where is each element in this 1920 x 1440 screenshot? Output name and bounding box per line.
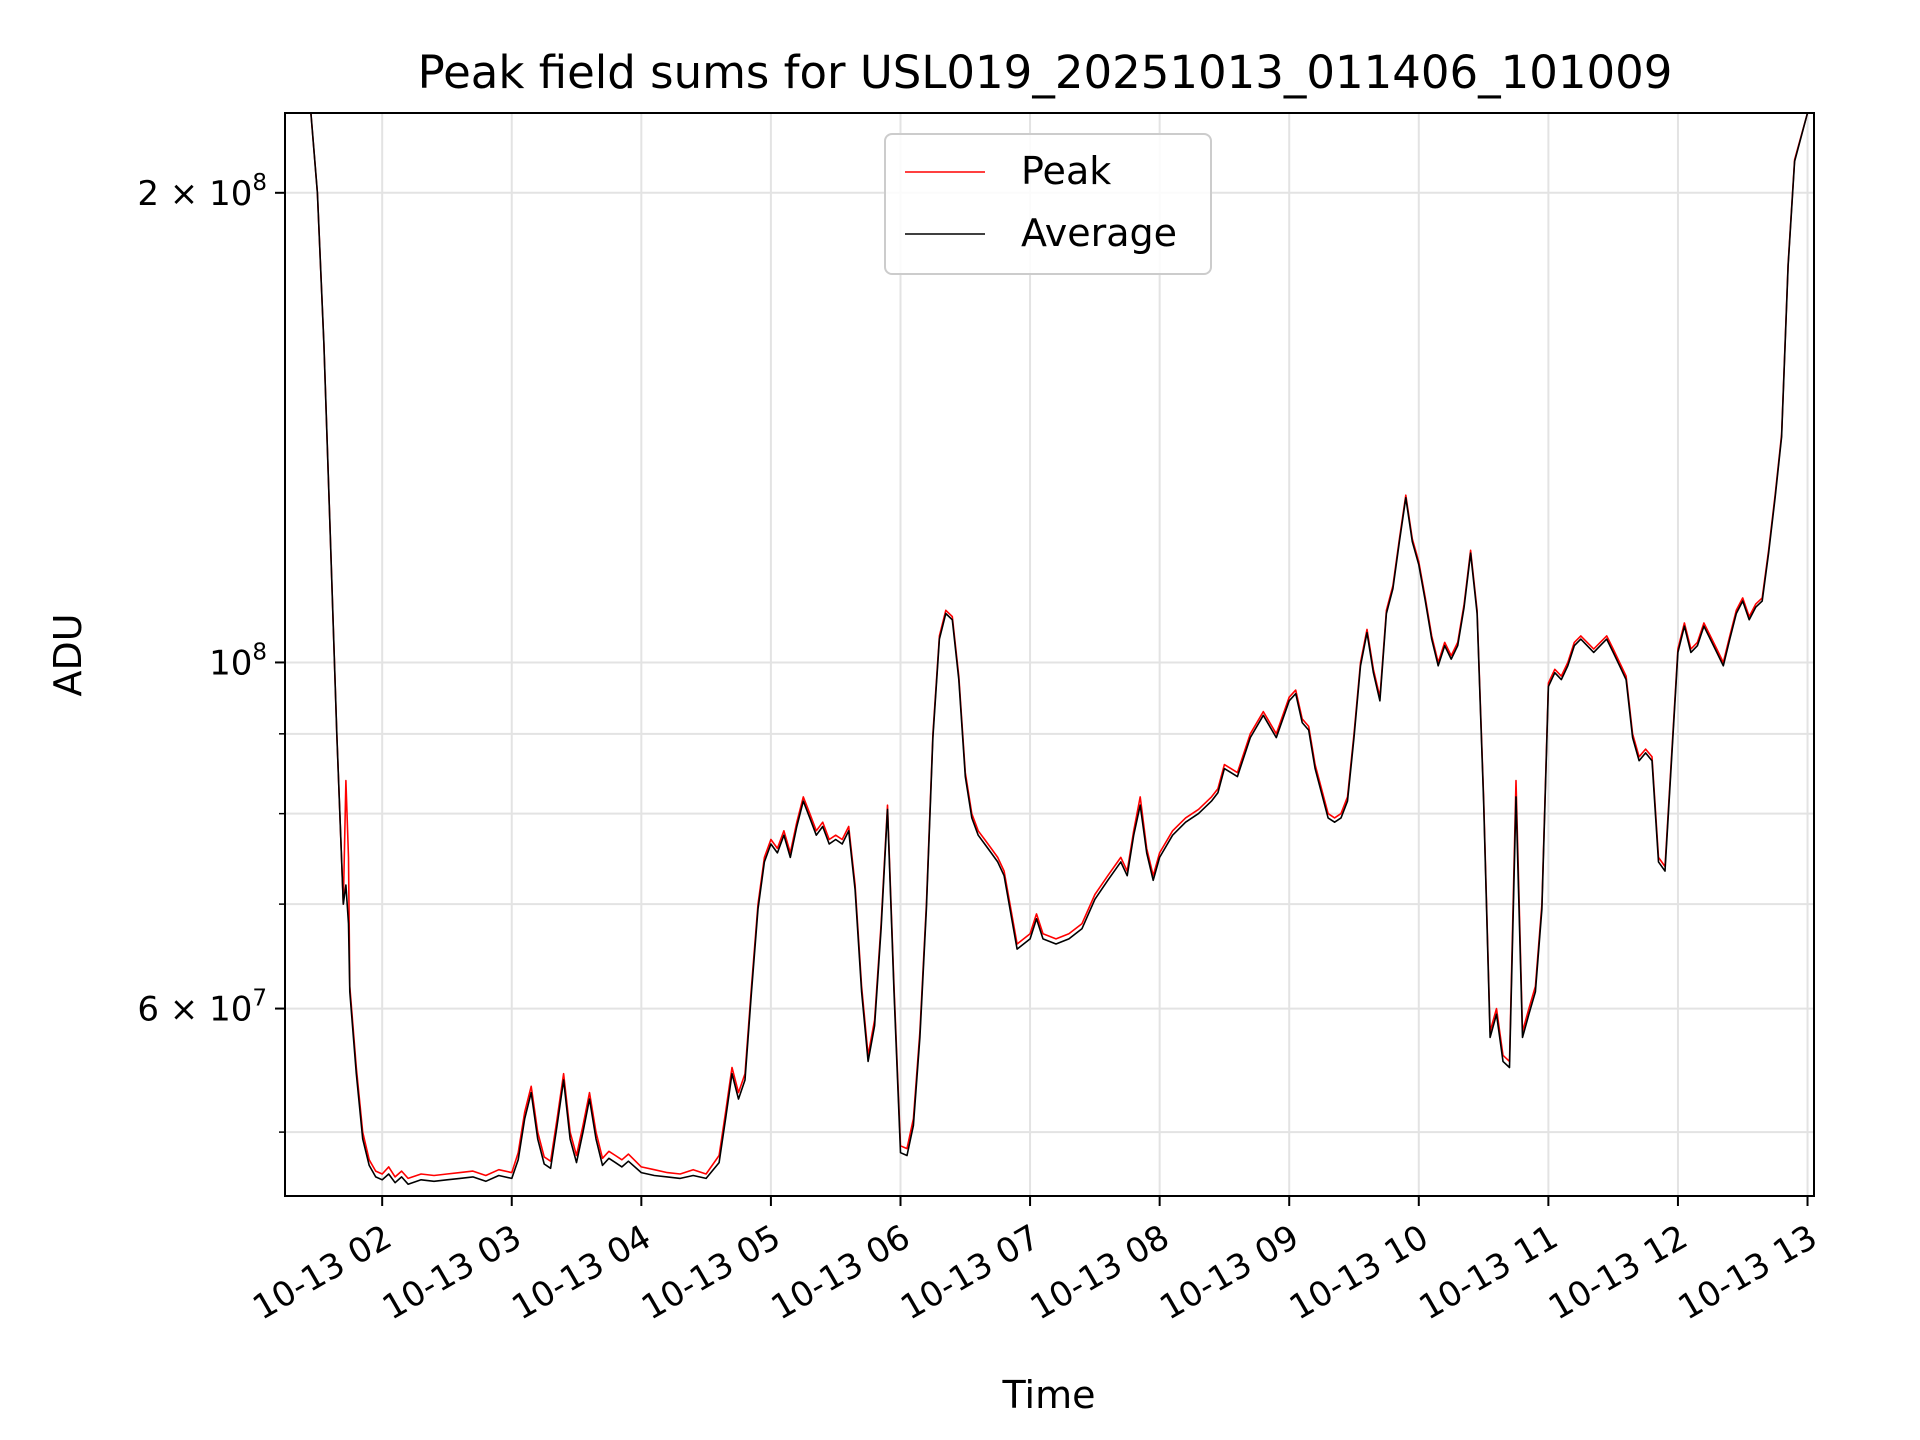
series-line-average	[285, 113, 1814, 1185]
legend-box	[884, 133, 1212, 275]
series-line-peak	[285, 113, 1814, 1180]
y-tick-exponent: 7	[252, 986, 267, 1012]
y-tick-base: 6 × 10	[137, 990, 252, 1030]
x-axis-label: Time	[1002, 1373, 1096, 1417]
y-tick-base: 2 × 10	[137, 174, 252, 214]
plot-frame	[284, 112, 1815, 1197]
chart-title: Peak field sums for USL019_20251013_0114…	[418, 46, 1673, 99]
y-axis-label: ADU	[46, 613, 90, 696]
y-tick-label: 2 × 108	[137, 170, 267, 214]
legend-label-average: Average	[1021, 211, 1177, 255]
series-layer	[285, 113, 1814, 1185]
legend-label-peak: Peak	[1021, 149, 1111, 193]
legend[interactable]: Peak Average	[884, 133, 1212, 275]
y-tick-label: 108	[209, 639, 267, 683]
y-tick-label: 6 × 107	[137, 986, 267, 1030]
y-tick-exponent: 8	[252, 170, 267, 196]
y-tick-base: 10	[209, 643, 252, 683]
y-tick-exponent: 8	[252, 639, 267, 665]
